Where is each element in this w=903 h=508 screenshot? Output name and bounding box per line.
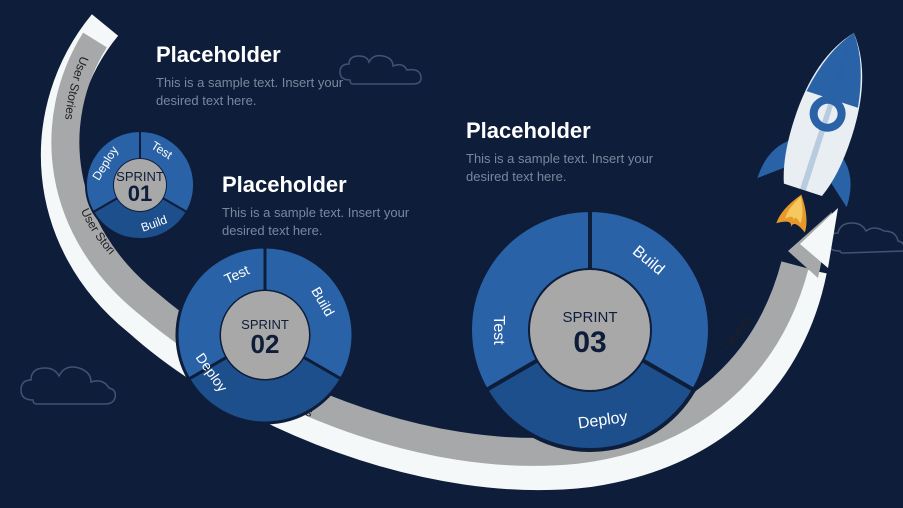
text-block-1-body: This is a sample text. Insert your desir… — [156, 74, 356, 109]
text-block-2-title: Placeholder — [222, 172, 422, 198]
sprint-donut-2: SPRINT 02 Build Test Deploy — [155, 225, 375, 445]
rocket-icon — [748, 18, 898, 238]
sprint3-number: 03 — [573, 326, 606, 359]
text-block-3-title: Placeholder — [466, 118, 666, 144]
text-block-2: Placeholder This is a sample text. Inser… — [222, 172, 422, 239]
sprint3-label: SPRINT — [562, 309, 617, 326]
sprint-donut-3: SPRINT 03 Build Test Deploy — [440, 180, 740, 480]
text-block-3-body: This is a sample text. Insert your desir… — [466, 150, 666, 185]
text-block-3: Placeholder This is a sample text. Inser… — [466, 118, 666, 185]
sprint3-seg-test: Test — [490, 315, 507, 345]
text-block-1: Placeholder This is a sample text. Inser… — [156, 42, 356, 109]
text-block-2-body: This is a sample text. Insert your desir… — [222, 204, 422, 239]
sprint1-number: 01 — [128, 181, 152, 206]
text-block-1-title: Placeholder — [156, 42, 356, 68]
sprint2-number: 02 — [251, 329, 280, 359]
